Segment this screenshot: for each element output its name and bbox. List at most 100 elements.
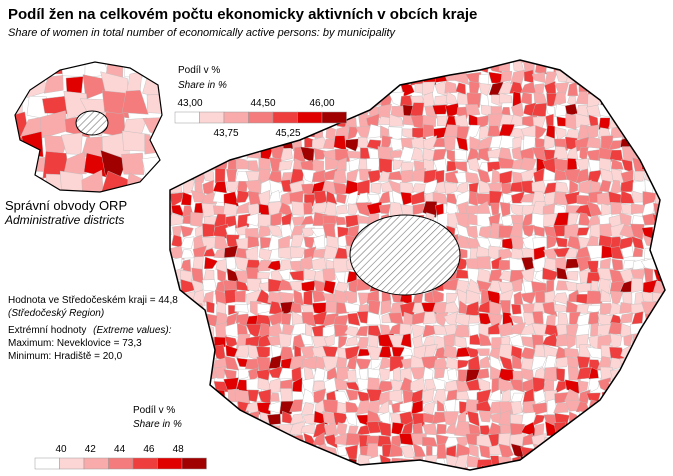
area-cell xyxy=(643,73,654,85)
area-cell xyxy=(531,72,546,84)
area-cell xyxy=(141,62,162,76)
area-cell xyxy=(225,257,236,270)
area-cell xyxy=(631,367,644,381)
area-cell xyxy=(256,465,269,470)
area-cell xyxy=(586,137,602,149)
area-cell xyxy=(291,60,306,64)
area-cell xyxy=(620,82,635,97)
area-cell xyxy=(213,60,225,63)
area-cell xyxy=(410,377,426,392)
area-cell xyxy=(348,157,361,172)
area-cell xyxy=(170,223,173,238)
area-cell xyxy=(445,466,460,470)
area-cell xyxy=(378,468,394,470)
area-cell xyxy=(598,117,611,130)
area-cell xyxy=(247,236,260,249)
area-cell xyxy=(236,190,251,204)
area-cell xyxy=(634,390,646,403)
area-cell xyxy=(354,358,372,371)
area-cell xyxy=(234,84,249,94)
area-cell xyxy=(311,257,327,270)
area-cell xyxy=(281,94,295,108)
area-cell xyxy=(666,158,673,173)
area-cell xyxy=(224,60,237,62)
stat: Extrémní hodnoty xyxy=(8,325,86,336)
stat: Extrémní hodnoty (Extreme values): xyxy=(8,325,172,336)
area-cell xyxy=(125,193,144,217)
area-cell xyxy=(478,444,491,459)
area-cell xyxy=(333,168,347,184)
area-cell xyxy=(171,60,184,63)
area-cell xyxy=(206,301,215,314)
area-cell xyxy=(192,377,206,392)
area-cell xyxy=(610,158,624,170)
area-cell xyxy=(465,104,481,117)
area-cell xyxy=(609,421,624,437)
area-cell xyxy=(664,300,665,317)
area-cell xyxy=(246,278,262,292)
area-cell xyxy=(171,234,183,248)
area-cell xyxy=(611,102,623,119)
area-cell xyxy=(555,368,566,383)
legend-label: 43,75 xyxy=(213,128,238,139)
area-cell xyxy=(589,70,603,85)
area-cell xyxy=(456,106,470,119)
area-cell xyxy=(367,368,382,380)
area-cell xyxy=(502,466,515,470)
area-cell xyxy=(170,389,183,405)
area-cell xyxy=(235,238,249,250)
area-cell xyxy=(267,413,281,426)
area-cell xyxy=(356,94,371,107)
area-cell xyxy=(653,455,665,467)
area-cell xyxy=(443,61,460,71)
area-cell xyxy=(587,304,603,314)
area-cell xyxy=(346,354,358,370)
area-cell xyxy=(412,203,426,216)
area-cell xyxy=(203,137,218,152)
area-cell xyxy=(235,69,249,83)
main-legend-labels: 40 42 44 46 48 xyxy=(55,444,184,455)
area-cell xyxy=(236,201,250,214)
area-cell xyxy=(590,421,601,433)
area-cell xyxy=(433,60,448,63)
area-cell xyxy=(312,469,328,470)
area-cell xyxy=(432,104,448,115)
area-cell xyxy=(170,60,173,63)
area-cell xyxy=(533,225,545,237)
area-cell xyxy=(193,323,204,339)
area-cell xyxy=(653,136,665,148)
area-cell xyxy=(434,367,446,379)
area-cell xyxy=(258,125,273,137)
area-cell xyxy=(356,469,371,470)
area-cell xyxy=(455,269,470,279)
area-cell xyxy=(531,323,548,337)
area-cell xyxy=(237,137,250,151)
area-cell xyxy=(654,91,665,104)
area-cell xyxy=(642,367,658,383)
area-cell xyxy=(400,421,413,438)
area-cell xyxy=(399,60,412,74)
area-cell xyxy=(278,160,293,171)
area-cell xyxy=(432,60,448,74)
area-cell xyxy=(443,399,456,413)
area-cell xyxy=(347,150,361,159)
area-cell xyxy=(215,168,226,184)
area-cell xyxy=(411,168,427,182)
area-cell xyxy=(246,212,262,227)
legend-swatch xyxy=(223,111,249,124)
area-cell xyxy=(490,202,500,216)
area-cell xyxy=(248,367,259,382)
area-cell xyxy=(223,467,240,470)
area-cell xyxy=(164,152,182,178)
area-cell xyxy=(392,159,404,170)
area-cell xyxy=(663,126,665,141)
area-cell xyxy=(630,48,643,59)
area-cell xyxy=(555,333,568,347)
area-cell xyxy=(180,236,195,249)
area-cell xyxy=(256,74,269,86)
area-cell xyxy=(565,300,579,314)
area-cell xyxy=(347,93,361,106)
area-cell xyxy=(619,377,636,394)
area-cell xyxy=(436,399,445,412)
area-cell xyxy=(165,134,189,159)
